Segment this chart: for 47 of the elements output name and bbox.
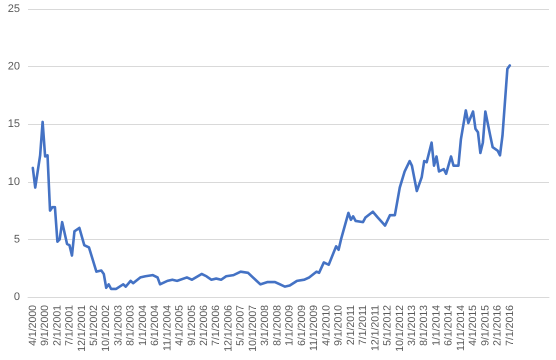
x-tick-label: 2/1/2011: [344, 304, 357, 346]
x-tick-label: 7/1/2016: [504, 304, 516, 346]
x-tick-label: 6/1/2014: [442, 304, 455, 346]
x-tick-label: 12/1/2006: [222, 304, 235, 352]
x-tick-label: 6/1/2004: [149, 304, 162, 346]
x-tick-label: 3/1/2013: [406, 304, 418, 346]
x-tick-label: 8/1/2003: [124, 304, 137, 346]
x-tick-label: 8/1/2013: [418, 304, 430, 346]
x-tick-label: 9/1/2000: [39, 304, 52, 346]
line-series: [32, 64, 512, 290]
x-tick-label: 11/1/2009: [308, 304, 320, 351]
x-tick-label: 2/1/2001: [51, 304, 64, 346]
x-tick-label: 9/1/2005: [186, 304, 198, 346]
x-tick-label: 3/1/2003: [112, 304, 124, 346]
x-tick-label: 2/1/2016: [492, 304, 504, 346]
x-tick-label: 1/1/2009: [284, 304, 296, 346]
x-tick-label: 11/1/2004: [161, 304, 174, 351]
x-tick-label: 4/1/2000: [26, 304, 39, 346]
x-tick-label: 10/1/2012: [394, 304, 406, 352]
y-tick-label: 25: [8, 3, 20, 15]
x-tick-label: 12/1/2011: [369, 304, 382, 351]
y-tick-label: 0: [14, 291, 20, 303]
x-tick-label: 4/1/2005: [174, 304, 186, 346]
x-tick-label: 12/1/2001: [76, 304, 88, 352]
x-tick-label: 5/1/2012: [381, 304, 394, 346]
x-tick-label: 11/1/2014: [454, 304, 467, 351]
x-tick-label: 1/1/2004: [136, 304, 149, 346]
x-tick-label: 4/1/2010: [320, 304, 332, 346]
x-tick-label: 5/1/2002: [88, 304, 100, 346]
x-tick-label: 7/1/2001: [63, 304, 76, 346]
x-tick-label: 3/1/2008: [259, 304, 272, 346]
y-tick-label: 20: [8, 60, 20, 73]
x-tick-label: 8/1/2008: [271, 304, 284, 346]
x-tick-label: 5/1/2007: [234, 304, 247, 346]
y-tick-label: 5: [14, 233, 20, 246]
x-tick-label: 2/1/2006: [198, 304, 210, 346]
x-tick-label: 9/1/2015: [479, 304, 492, 346]
x-tick-label: 1/1/2014: [430, 304, 442, 346]
x-tick-label: 4/1/2015: [467, 304, 480, 346]
x-tick-label: 6/1/2009: [296, 304, 308, 346]
x-tick-label: 7/1/2006: [210, 304, 222, 346]
y-tick-label: 10: [8, 176, 20, 188]
x-tick-label: 7/1/2011: [356, 304, 369, 346]
x-tick-label: 9/1/2010: [332, 304, 345, 346]
x-tick-label: 10/1/2002: [100, 304, 112, 352]
x-tick-label: 10/1/2007: [246, 304, 259, 352]
y-tick-label: 15: [8, 118, 20, 130]
